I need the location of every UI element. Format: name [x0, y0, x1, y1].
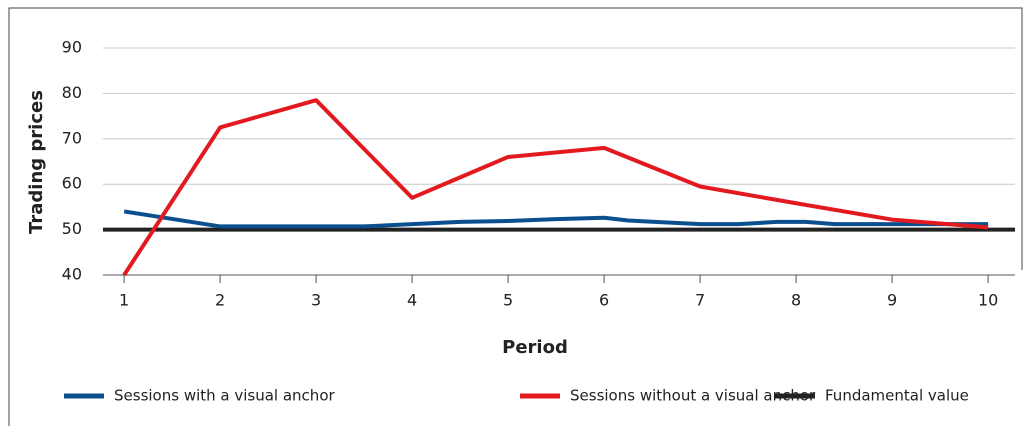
y-tick-label: 60 — [62, 174, 82, 193]
y-tick-label: 40 — [62, 265, 82, 284]
legend-label: Sessions with a visual anchor — [114, 387, 335, 405]
x-tick-label: 6 — [599, 291, 609, 310]
x-tick-label: 3 — [311, 291, 321, 310]
x-tick-label: 1 — [119, 291, 129, 310]
x-tick-label: 8 — [791, 291, 801, 310]
frame — [8, 7, 1023, 426]
series-line — [123, 209, 989, 229]
y-tick-label: 90 — [62, 38, 82, 57]
x-tick-label: 10 — [978, 291, 998, 310]
x-tick-label: 7 — [695, 291, 705, 310]
x-tick-label: 9 — [887, 291, 897, 310]
x-tick-label: 5 — [503, 291, 513, 310]
legend-label: Fundamental value — [825, 387, 969, 405]
series-line — [122, 98, 989, 277]
x-tick-label: 2 — [215, 291, 225, 310]
y-tick-label: 80 — [62, 83, 82, 102]
x-axis-title: Period — [502, 337, 568, 358]
y-axis-title: Trading prices — [26, 90, 47, 234]
y-tick-label: 50 — [62, 219, 82, 238]
y-tick-label: 70 — [62, 128, 82, 147]
legend-label: Sessions without a visual anchor — [570, 387, 816, 405]
x-tick-label: 4 — [407, 291, 417, 310]
